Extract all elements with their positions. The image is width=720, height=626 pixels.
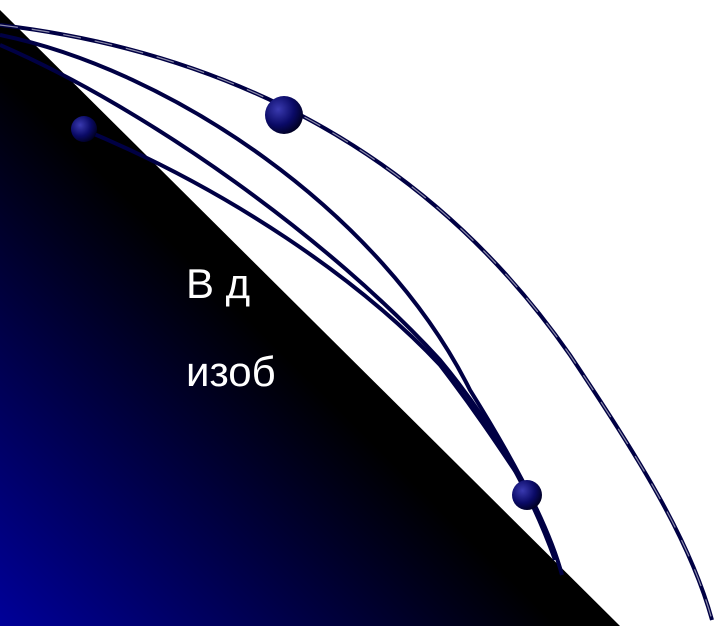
slide-body-text: В д изоб	[186, 86, 620, 438]
decor-arc-second	[0, 33, 564, 576]
bullet-sphere-bottom	[512, 480, 542, 510]
bullet-sphere-top	[265, 96, 303, 134]
decor-arc-inner	[79, 126, 537, 502]
text-line-5: изоб	[186, 348, 276, 395]
decor-arc-outer-highlight	[0, 24, 713, 621]
bullet-sphere-left	[71, 116, 97, 142]
decor-arc-outer	[0, 23, 714, 621]
text-line-4: В д	[186, 260, 251, 307]
